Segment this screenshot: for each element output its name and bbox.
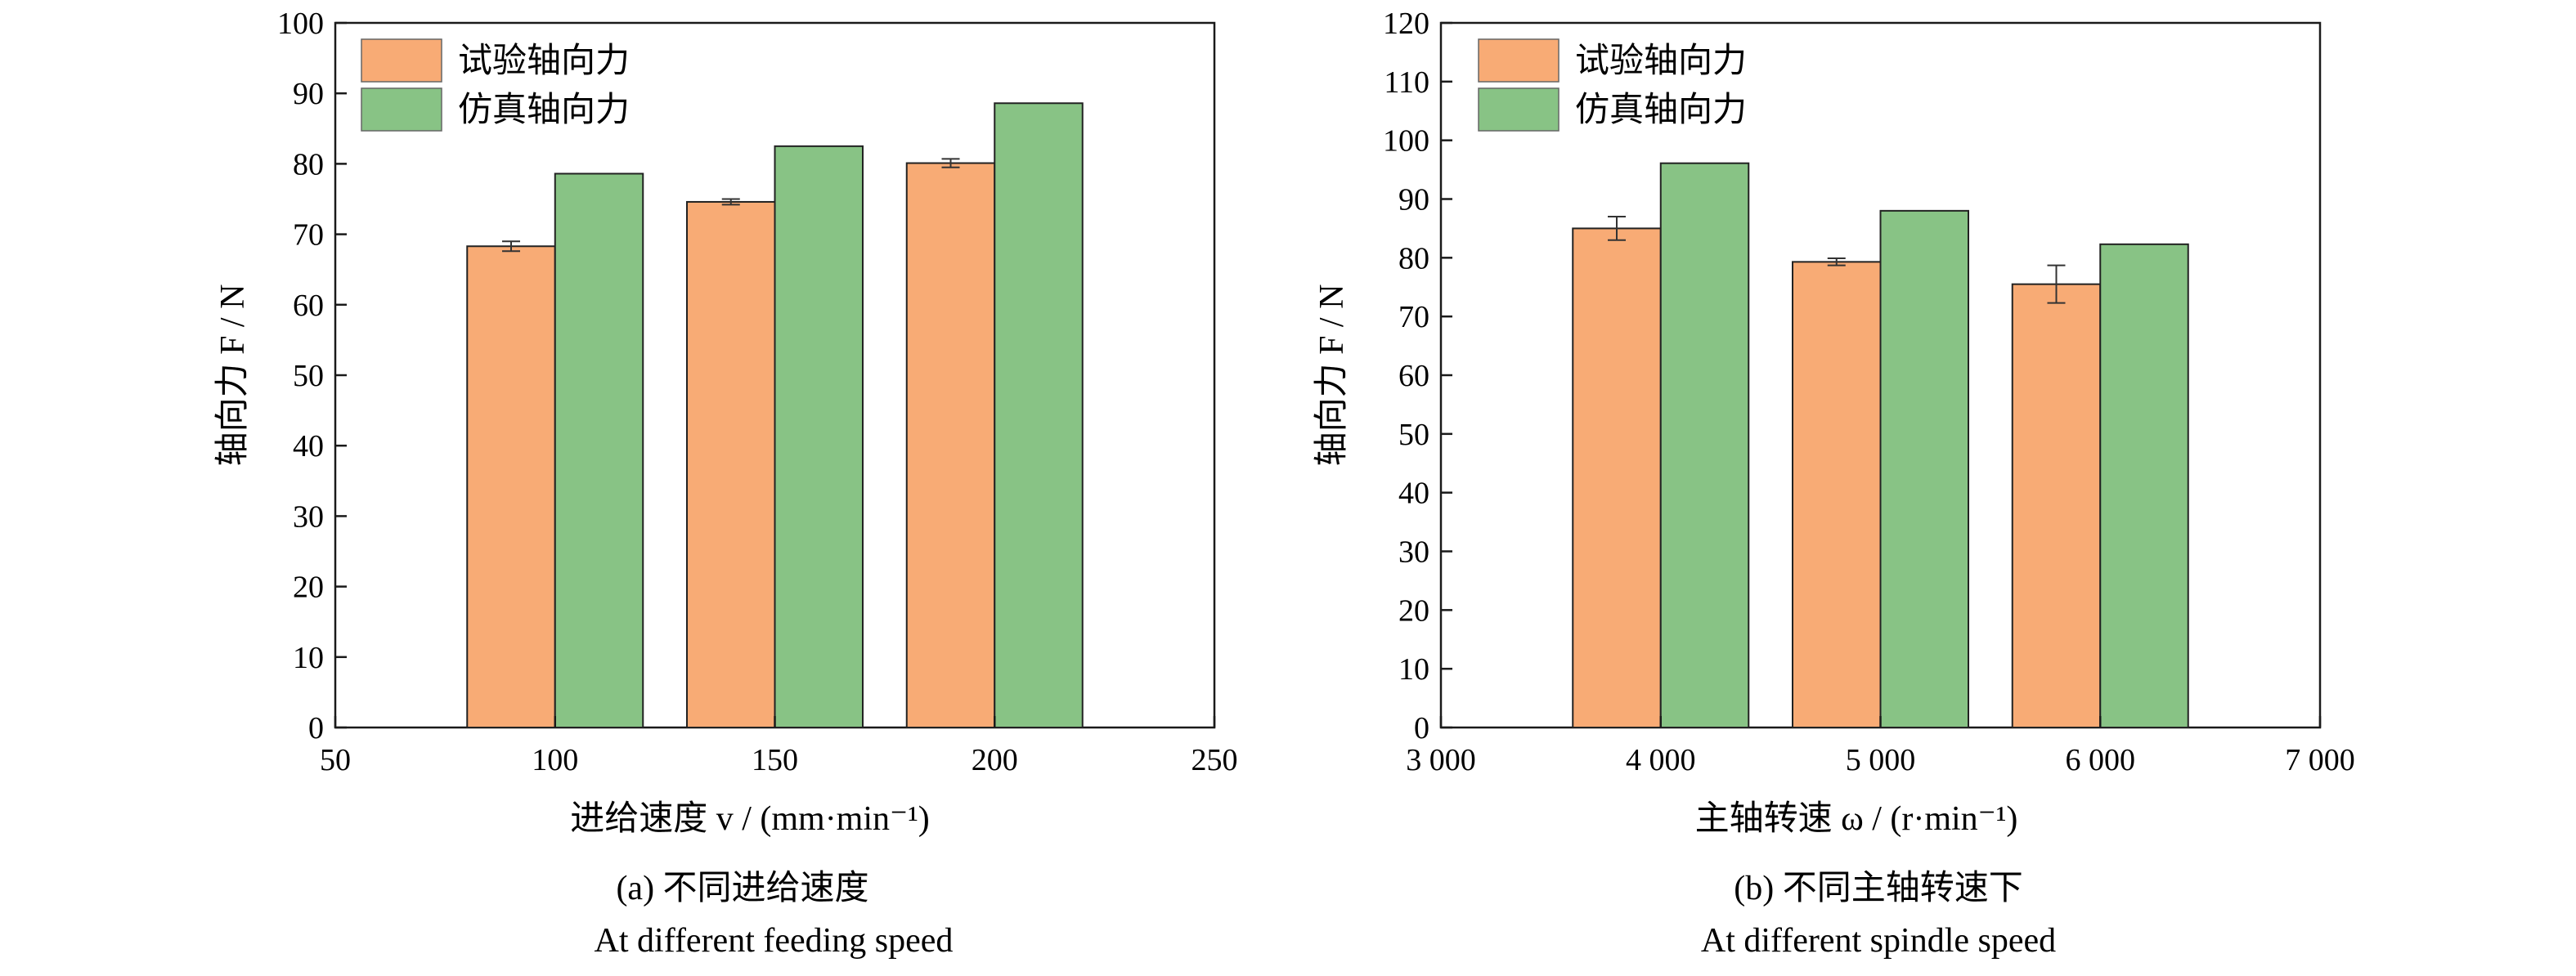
x-tick-label: 7 000	[2285, 743, 2355, 777]
y-tick-label: 50	[1398, 418, 1429, 452]
bar-sim-b	[1659, 162, 1750, 729]
y-tick-label: 80	[1398, 241, 1429, 275]
y-tick-label: 60	[1398, 359, 1429, 393]
y-tick-label: 70	[293, 218, 324, 253]
legend-label-sim-b: 仿真轴向力	[1575, 92, 1747, 129]
bars-b	[1572, 162, 2189, 729]
error-bar-b	[2047, 264, 2066, 304]
panel-label-a: (a) 不同进给速度	[616, 870, 868, 907]
bar-test-a	[466, 245, 556, 728]
x-ticks-b: 3 000 4 000 5 000 6 000 7 000	[1406, 716, 2355, 777]
y-tick-label: 100	[277, 7, 324, 41]
y-tick-label: 60	[293, 289, 324, 323]
chart-panel-b: 0 10 20 30 40 50 60 70 80 90 100 110 120 3 000 4 000 5…	[1313, 7, 2355, 960]
y-tick-label: 110	[1384, 65, 1429, 100]
y-tick-label: 0	[308, 711, 324, 745]
y-ticks-a: 0 10 20 30 40 50 60 70 80 90 100	[277, 7, 347, 745]
y-tick-label: 10	[1398, 652, 1429, 687]
y-tick-label: 90	[293, 77, 324, 111]
bar-test-b	[2011, 283, 2102, 728]
y-tick-label: 30	[1398, 535, 1429, 570]
x-tick-label: 5 000	[1846, 743, 1916, 777]
bar-test-b	[1572, 227, 1662, 728]
error-bar-a	[502, 240, 520, 253]
bar-sim-a	[994, 102, 1084, 728]
y-tick-label: 0	[1414, 711, 1429, 745]
chart-panel-a: 0 10 20 30 40 50 60 70 80 90 100 50 100 150 200 250 试验…	[214, 7, 1238, 960]
bar-sim-b	[2099, 243, 2189, 729]
error-bar-a	[941, 158, 960, 168]
y-axis-title-b: 轴向力 F / N	[1313, 284, 1351, 467]
error-bar-b	[1827, 257, 1846, 266]
x-ticks-a: 50 100 150 200 250	[320, 716, 1238, 777]
bar-test-a	[686, 200, 776, 728]
bar-test-a	[905, 162, 996, 728]
x-axis-title-b: 主轴转速 ω / (r·min⁻¹)	[1695, 800, 2018, 838]
legend-b: 试验轴向力 仿真轴向力	[1478, 38, 1747, 132]
y-tick-label: 70	[1398, 300, 1429, 334]
x-tick-label: 150	[752, 743, 798, 777]
legend-swatch-sim-b	[1478, 87, 1560, 132]
y-tick-label: 50	[293, 359, 324, 393]
y-tick-label: 80	[293, 147, 324, 181]
y-tick-label: 90	[1398, 183, 1429, 217]
error-bar-b	[1608, 216, 1626, 241]
bar-test-b	[1792, 261, 1882, 728]
y-tick-label: 40	[1398, 477, 1429, 511]
y-tick-label: 20	[293, 571, 324, 605]
x-tick-label: 250	[1192, 743, 1238, 777]
error-bar-a	[721, 198, 740, 206]
x-tick-label: 3 000	[1406, 743, 1476, 777]
y-tick-label: 120	[1383, 7, 1429, 41]
x-tick-label: 6 000	[2066, 743, 2136, 777]
y-tick-label: 40	[293, 429, 324, 463]
error-bars-b	[1608, 216, 2066, 304]
y-tick-label: 100	[1383, 124, 1429, 159]
legend-label-sim-a: 仿真轴向力	[458, 92, 630, 129]
legend-swatch-sim-a	[361, 87, 442, 132]
legend-swatch-test-b	[1478, 38, 1560, 83]
x-axis-title-a: 进给速度 v / (mm·min⁻¹)	[570, 800, 930, 838]
bar-sim-a	[554, 172, 644, 728]
bar-sim-b	[1879, 209, 1969, 729]
x-tick-label: 4 000	[1626, 743, 1696, 777]
panel-label-en-b: At different spindle speed	[1701, 922, 2056, 960]
y-tick-label: 10	[293, 641, 324, 675]
bar-sim-a	[774, 145, 864, 729]
x-tick-label: 100	[532, 743, 578, 777]
legend-label-test-b: 试验轴向力	[1575, 42, 1747, 80]
panel-label-en-a: At different feeding speed	[595, 922, 954, 960]
panel-label-b: (b) 不同主轴转速下	[1734, 870, 2022, 907]
legend-a: 试验轴向力 仿真轴向力	[361, 38, 630, 132]
y-ticks-b: 0 10 20 30 40 50 60 70 80 90 100 110 120	[1383, 7, 1452, 745]
y-axis-title-a: 轴向力 F / N	[214, 284, 252, 467]
x-tick-label: 200	[972, 743, 1018, 777]
y-tick-label: 20	[1398, 593, 1429, 628]
x-tick-label: 50	[320, 743, 351, 777]
error-bars-a	[502, 158, 960, 253]
legend-swatch-test-a	[361, 38, 442, 83]
y-tick-label: 30	[293, 499, 324, 534]
legend-label-test-a: 试验轴向力	[458, 42, 630, 80]
bars-a	[466, 102, 1084, 729]
